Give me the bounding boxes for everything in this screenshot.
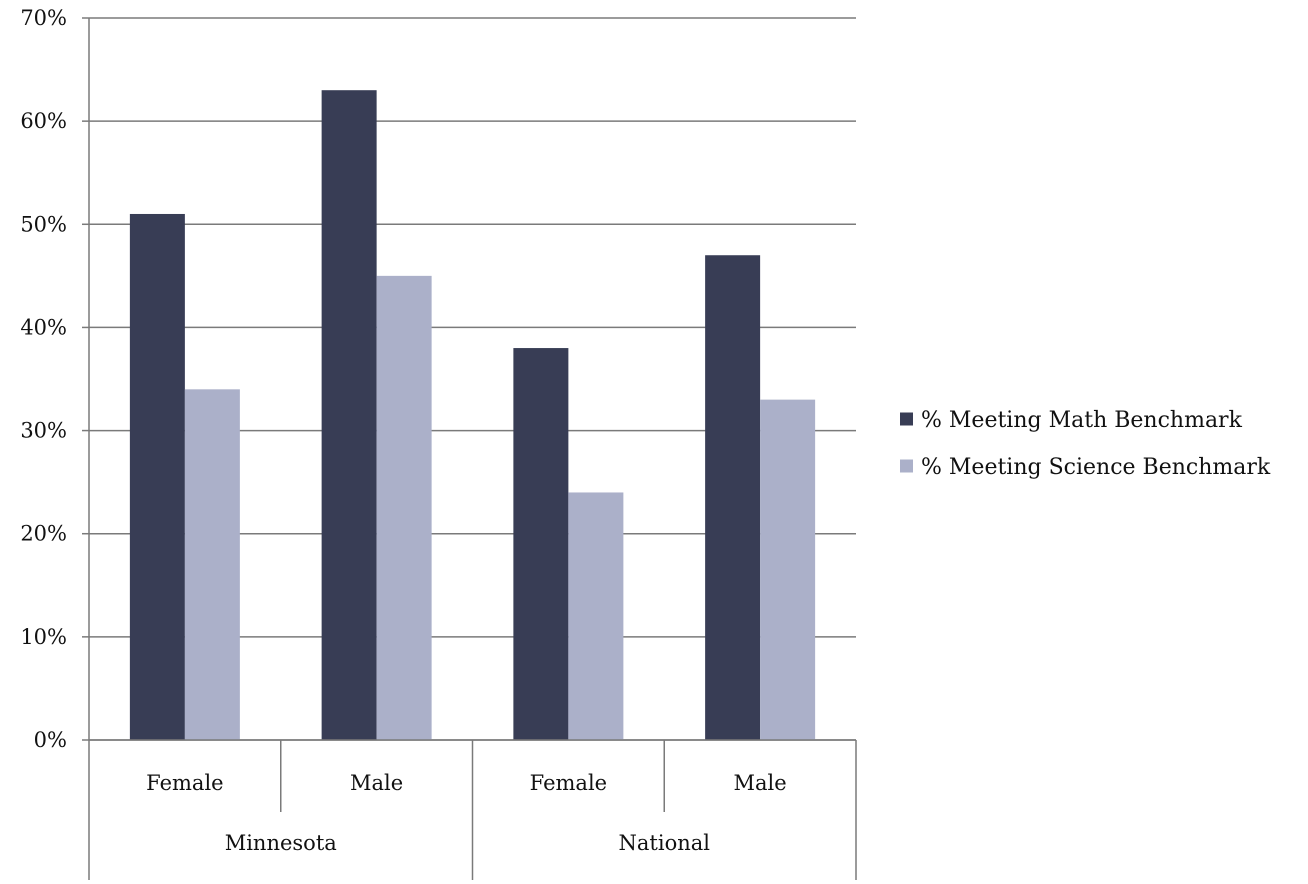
category-label: Male (734, 771, 787, 795)
group-label: National (619, 831, 711, 855)
legend-swatch (900, 459, 913, 473)
legend-label: % Meeting Math Benchmark (921, 408, 1243, 433)
y-tick-labels: 0% 10% 20% 30% 40% 50% 60% 70% (20, 6, 67, 752)
bar (321, 90, 377, 740)
bar (568, 492, 624, 740)
y-tick-label: 0% (34, 728, 67, 752)
bar (184, 389, 240, 740)
group-label: Minnesota (225, 831, 337, 855)
bar (760, 399, 816, 740)
bars (129, 90, 816, 740)
legend: % Meeting Math Benchmark % Meeting Scienc… (900, 408, 1271, 480)
category-labels: Female Male Female Male Minnesota National (146, 771, 787, 855)
y-tick-label: 50% (20, 212, 67, 236)
category-label: Male (350, 771, 403, 795)
y-tick-label: 60% (20, 109, 67, 133)
category-label: Female (530, 771, 607, 795)
bar (376, 275, 432, 740)
bar (705, 255, 761, 740)
bar (129, 213, 185, 740)
legend-label: % Meeting Science Benchmark (921, 455, 1271, 480)
y-tick-label: 20% (20, 522, 67, 546)
y-tick-label: 70% (20, 6, 67, 30)
y-tick-label: 10% (20, 625, 67, 649)
axes (82, 17, 857, 880)
category-label: Female (146, 771, 223, 795)
y-tick-label: 30% (20, 419, 67, 443)
y-tick-label: 40% (20, 315, 67, 339)
legend-swatch (900, 412, 913, 426)
bar (513, 348, 569, 740)
